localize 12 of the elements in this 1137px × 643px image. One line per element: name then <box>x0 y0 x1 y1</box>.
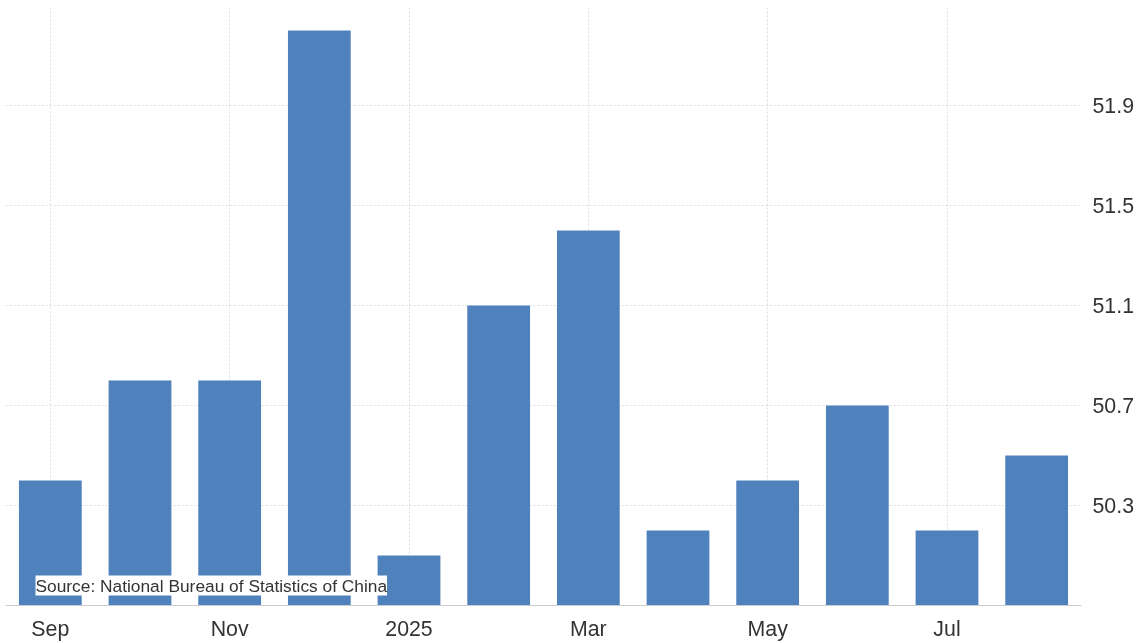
annotation: Source: National Bureau of Statistics of China <box>35 575 388 596</box>
y-tick-label: 51.5 <box>1092 194 1135 218</box>
x-tick-label: Mar <box>569 616 607 641</box>
y-tick-label: 50.7 <box>1092 394 1135 418</box>
y-tick-label: 51.1 <box>1092 294 1135 318</box>
x-tick-label: Nov <box>210 616 249 641</box>
y-tick-label: 50.3 <box>1092 494 1135 518</box>
x-tick-label: Sep <box>31 616 70 641</box>
x-tick-label: 2025 <box>385 616 433 641</box>
x-tick-label: Jul <box>933 616 961 641</box>
y-tick-label: 51.9 <box>1092 94 1135 118</box>
x-tick-label: May <box>747 616 789 641</box>
